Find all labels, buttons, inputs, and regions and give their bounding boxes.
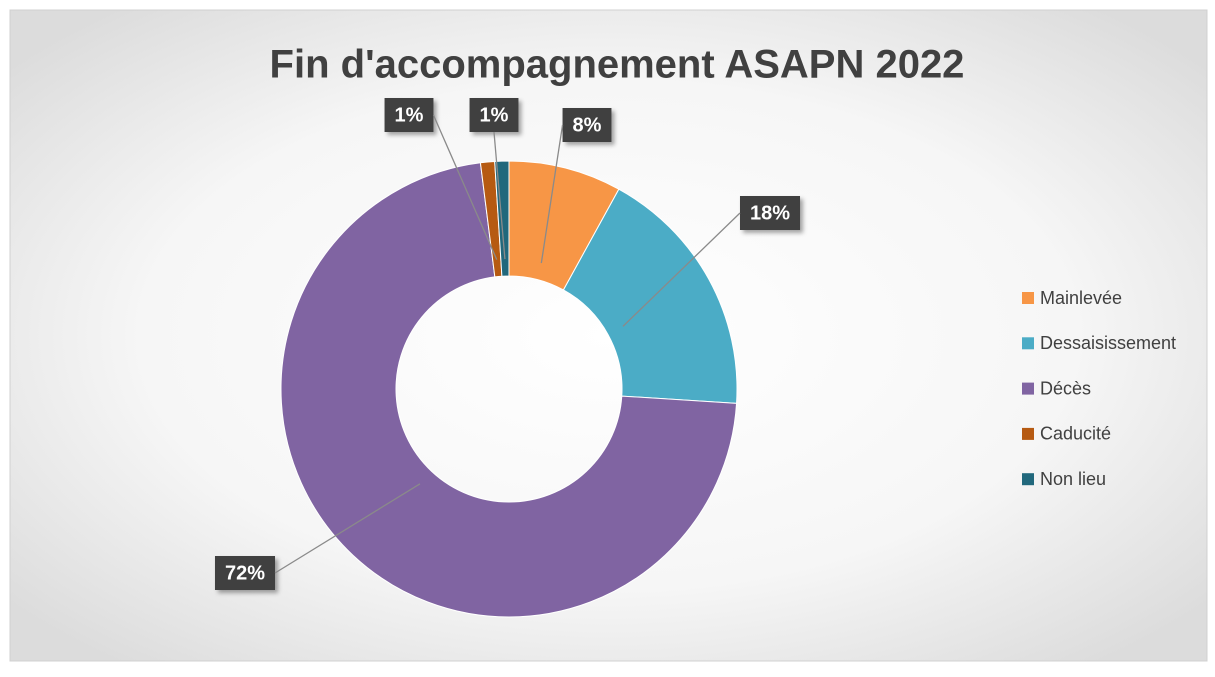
leader-line [493, 131, 506, 260]
leader-line [622, 212, 741, 327]
donut-slice [562, 188, 738, 404]
data-label: 1% [384, 98, 434, 132]
data-label-text: 72% [225, 562, 265, 584]
data-label-box [469, 98, 519, 132]
legend-swatch [1022, 473, 1034, 486]
donut-slice [280, 162, 738, 618]
legend-label: Décès [1040, 378, 1091, 398]
data-label: 72% [214, 556, 276, 590]
data-label-text: 1% [395, 104, 424, 126]
legend-swatch [1022, 427, 1034, 440]
leader-line [274, 483, 421, 574]
chart-title: Fin d'accompagnement ASAPN 2022 [270, 43, 965, 87]
legend-label: Mainlevée [1040, 288, 1122, 308]
data-label-text: 18% [750, 202, 790, 224]
data-label-box [739, 196, 801, 230]
data-label-text: 1% [480, 104, 509, 126]
data-label-box [384, 98, 434, 132]
legend-label: Caducité [1040, 424, 1111, 444]
legend-swatch [1022, 382, 1034, 395]
leader-line [540, 124, 564, 264]
leader-line [432, 114, 498, 260]
data-label-text: 8% [573, 114, 602, 136]
legend-swatch [1022, 292, 1034, 304]
data-label: 8% [562, 108, 612, 142]
data-label: 18% [739, 196, 801, 230]
legend-swatch [1022, 337, 1034, 350]
data-label-box [562, 108, 612, 142]
data-label: 1% [469, 98, 519, 132]
legend-label: Non lieu [1040, 469, 1106, 489]
data-label-box [214, 556, 276, 590]
legend-label: Dessaisissement [1040, 333, 1176, 353]
